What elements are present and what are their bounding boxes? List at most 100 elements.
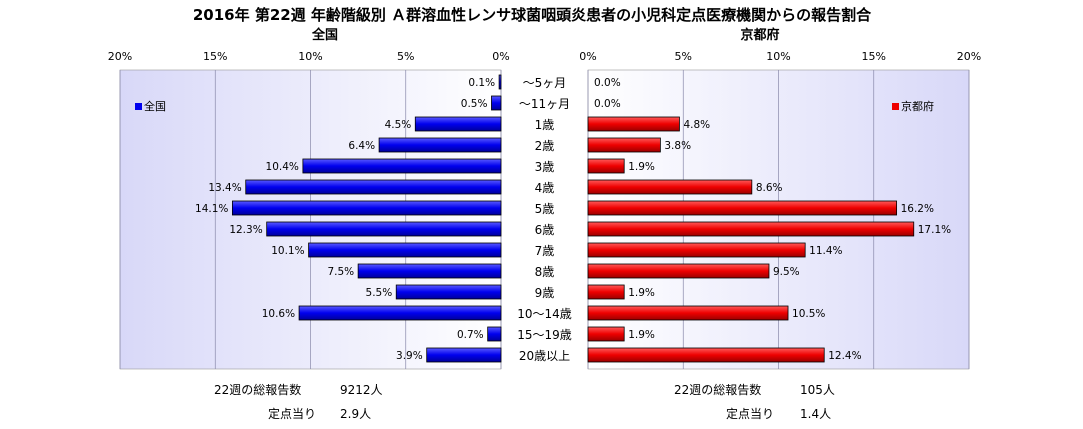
kyoto-bar	[587, 347, 825, 363]
national-bar	[266, 221, 502, 237]
national-chart-title: 全国	[311, 27, 338, 43]
national-value-label: 5.5%	[366, 287, 393, 299]
national-tick-label: 5%	[397, 50, 414, 63]
national-bar	[357, 263, 502, 279]
national-bar	[426, 347, 502, 363]
national-per-value: 2.9人	[340, 407, 371, 421]
kyoto-value-label: 10.5%	[792, 308, 825, 320]
national-bar	[302, 158, 502, 174]
national-bar	[245, 179, 502, 195]
kyoto-bar	[587, 179, 753, 195]
national-bar	[498, 74, 502, 90]
national-value-label: 4.5%	[385, 119, 412, 131]
kyoto-total-label: 22週の総報告数	[674, 382, 761, 397]
age-category-label: 5歳	[535, 202, 555, 216]
age-category-label: 1歳	[535, 118, 555, 132]
national-bar	[414, 116, 502, 132]
national-bar	[298, 305, 502, 321]
kyoto-value-label: 3.8%	[664, 140, 691, 152]
national-value-label: 14.1%	[195, 203, 228, 215]
kyoto-value-label: 11.4%	[809, 245, 842, 257]
national-value-label: 0.7%	[457, 329, 484, 341]
kyoto-per-label: 定点当り	[726, 406, 774, 421]
national-bar	[378, 137, 502, 153]
national-value-label: 10.4%	[266, 161, 299, 173]
kyoto-bar	[587, 200, 898, 216]
national-value-label: 13.4%	[208, 182, 241, 194]
national-value-label: 7.5%	[327, 266, 354, 278]
national-legend: 全国	[135, 99, 166, 113]
kyoto-tick-label: 5%	[675, 50, 692, 63]
age-category-label: 10～14歳	[517, 307, 572, 321]
kyoto-value-label: 17.1%	[918, 224, 951, 236]
national-value-label: 0.5%	[461, 98, 488, 110]
kyoto-total-value: 105人	[800, 383, 835, 397]
kyoto-tick-labels: 0% 5% 10% 15% 20%	[579, 50, 981, 63]
age-category-label: 8歳	[535, 265, 555, 279]
national-bar	[395, 284, 502, 300]
kyoto-value-label: 0.0%	[594, 77, 621, 89]
kyoto-value-label: 1.9%	[628, 287, 655, 299]
age-category-label: ～5ヶ月	[523, 76, 567, 90]
kyoto-bar	[587, 263, 770, 279]
kyoto-per-value: 1.4人	[800, 407, 831, 421]
national-value-label: 10.1%	[271, 245, 304, 257]
kyoto-tick-label: 10%	[766, 50, 790, 63]
age-category-label: 9歳	[535, 286, 555, 300]
national-tick-labels: 20% 15% 10% 5% 0%	[108, 50, 510, 63]
national-tick-label: 0%	[492, 50, 509, 63]
age-category-label: 15～19歳	[517, 328, 572, 342]
kyoto-value-label: 16.2%	[901, 203, 934, 215]
kyoto-chart-title: 京都府	[740, 27, 779, 43]
national-bar	[308, 242, 502, 258]
age-category-label: 20歳以上	[519, 349, 570, 363]
national-tick-label: 20%	[108, 50, 132, 63]
kyoto-value-label: 4.8%	[683, 119, 710, 131]
kyoto-value-label: 8.6%	[756, 182, 783, 194]
chart-title: 2016年 第22週 年齢階級別 Ａ群溶血性レンサ球菌咽頭炎患者の小児科定点医療…	[193, 6, 872, 24]
kyoto-legend-label: 京都府	[901, 99, 934, 113]
national-legend-swatch	[135, 103, 142, 110]
age-category-label: ～11ヶ月	[519, 97, 570, 111]
kyoto-value-label: 1.9%	[628, 161, 655, 173]
kyoto-bar	[587, 116, 680, 132]
kyoto-bar	[587, 242, 806, 258]
kyoto-tick-label: 0%	[579, 50, 596, 63]
national-bars: 0.1% 0.5% 4.5% 6.4% 10.4% 13.4% 14.1%12.3% 10.1…	[195, 74, 502, 363]
kyoto-bar	[587, 284, 625, 300]
national-value-label: 10.6%	[262, 308, 295, 320]
national-tick-label: 10%	[298, 50, 322, 63]
national-total-label: 22週の総報告数	[214, 382, 301, 397]
kyoto-bar	[587, 305, 789, 321]
age-category-label: 2歳	[535, 139, 555, 153]
kyoto-bar	[587, 137, 661, 153]
national-bar	[491, 95, 502, 111]
kyoto-value-label: 1.9%	[628, 329, 655, 341]
national-value-label: 0.1%	[468, 77, 495, 89]
national-value-label: 3.9%	[396, 350, 423, 362]
age-category-label: 6歳	[535, 223, 555, 237]
national-bar	[231, 200, 502, 216]
kyoto-bars: 0.0% 0.0% 4.8% 3.8% 1.9% 8.6% 16.2% 17.1% 11.4% 9…	[587, 77, 951, 363]
age-category-label: 7歳	[535, 244, 555, 258]
national-total-value: 9212人	[340, 383, 383, 397]
kyoto-tick-label: 15%	[862, 50, 886, 63]
kyoto-value-label: 9.5%	[773, 266, 800, 278]
national-value-label: 6.4%	[348, 140, 375, 152]
kyoto-value-label: 0.0%	[594, 98, 621, 110]
kyoto-bar	[587, 326, 625, 342]
age-category-label: 3歳	[535, 160, 555, 174]
national-legend-label: 全国	[144, 99, 166, 113]
kyoto-bar	[587, 158, 625, 174]
age-category-label: 4歳	[535, 181, 555, 195]
national-per-label: 定点当り	[268, 406, 316, 421]
national-bar	[487, 326, 502, 342]
kyoto-legend: 京都府	[892, 99, 934, 113]
kyoto-bar	[587, 221, 915, 237]
kyoto-value-label: 12.4%	[828, 350, 861, 362]
kyoto-tick-label: 20%	[957, 50, 981, 63]
kyoto-legend-swatch	[892, 103, 899, 110]
national-tick-label: 15%	[203, 50, 227, 63]
national-value-label: 12.3%	[229, 224, 262, 236]
